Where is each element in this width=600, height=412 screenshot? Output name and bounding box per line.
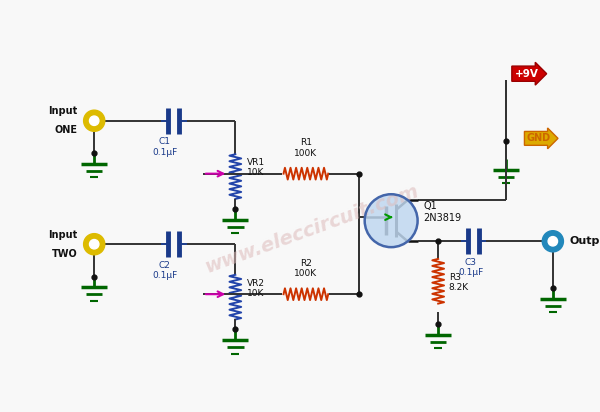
Text: C1
0.1μF: C1 0.1μF xyxy=(152,137,178,157)
Text: R3
8.2K: R3 8.2K xyxy=(449,273,469,292)
Text: GND: GND xyxy=(526,133,551,143)
Text: Q1
2N3819: Q1 2N3819 xyxy=(424,201,461,222)
Text: VR2
10K: VR2 10K xyxy=(247,279,265,298)
Circle shape xyxy=(365,194,418,247)
Text: C3
0.1μF: C3 0.1μF xyxy=(458,258,483,277)
Circle shape xyxy=(548,236,557,246)
Text: TWO: TWO xyxy=(52,249,78,259)
Circle shape xyxy=(83,234,105,255)
Text: www.eleccircuit.com: www.eleccircuit.com xyxy=(202,182,421,277)
Circle shape xyxy=(89,116,99,125)
Text: ONE: ONE xyxy=(55,125,78,136)
Text: R2
100K: R2 100K xyxy=(295,259,317,279)
Text: +9V: +9V xyxy=(514,69,538,79)
Circle shape xyxy=(89,239,99,249)
Text: Input: Input xyxy=(49,106,78,116)
Text: R1
100K: R1 100K xyxy=(295,138,317,158)
Text: VR1
10K: VR1 10K xyxy=(247,158,265,178)
Text: C2
0.1μF: C2 0.1μF xyxy=(152,261,178,280)
Text: Input: Input xyxy=(49,229,78,239)
Circle shape xyxy=(83,110,105,131)
Text: Output: Output xyxy=(569,236,600,246)
Circle shape xyxy=(542,231,563,252)
